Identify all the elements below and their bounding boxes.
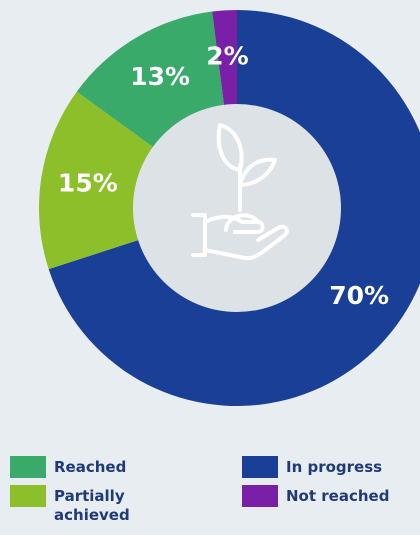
value-label: 70% (329, 281, 389, 310)
labels: 70% 15% 13% 2% (58, 41, 389, 309)
legend-item: Partially achieved (10, 485, 164, 525)
legend-swatch (10, 485, 46, 507)
value-label: 13% (130, 62, 190, 91)
legend-item: Reached (10, 456, 164, 478)
legend-swatch (242, 456, 278, 478)
legend-item: Not reached (242, 485, 396, 507)
legend-label: Partially achieved (54, 487, 130, 524)
plant-icon (191, 123, 289, 261)
legend-label: Reached (54, 458, 127, 476)
donut-hole (133, 104, 341, 312)
legend-swatch (10, 456, 46, 478)
value-label: 15% (58, 168, 118, 197)
legend-label: In progress (286, 458, 383, 476)
slice (48, 10, 420, 406)
legend-label: Not reached (286, 487, 390, 505)
value-label: 2% (206, 41, 248, 70)
legend-swatch (242, 485, 278, 507)
legend-item: In progress (242, 456, 396, 478)
